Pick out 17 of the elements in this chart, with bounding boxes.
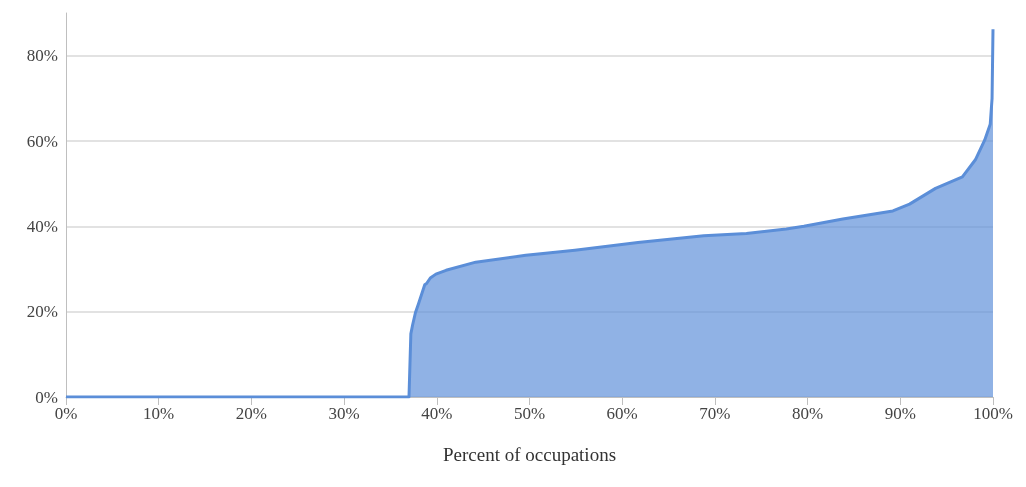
y-tick-label: 20%: [26, 302, 58, 322]
x-tick-label: 100%: [973, 404, 1013, 423]
x-tick-label: 10%: [143, 404, 175, 423]
x-tick-label: 90%: [884, 404, 916, 423]
y-tick-label: 80%: [26, 46, 58, 66]
x-tick-label: 60%: [606, 404, 638, 423]
x-axis-title: Percent of occupations: [442, 444, 617, 465]
y-tick-label: 60%: [26, 131, 58, 151]
x-tick-label: 80%: [792, 404, 824, 423]
x-tick-label: 0%: [54, 404, 78, 423]
y-tick-label: 40%: [26, 216, 58, 236]
x-tick-label: 20%: [235, 404, 267, 423]
x-tick-label: 70%: [699, 404, 731, 423]
x-tick-label: 50%: [513, 404, 546, 423]
x-tick-label: 40%: [421, 404, 453, 423]
y-tick-label: 0%: [35, 387, 58, 407]
x-tick-label: 30%: [328, 404, 360, 423]
